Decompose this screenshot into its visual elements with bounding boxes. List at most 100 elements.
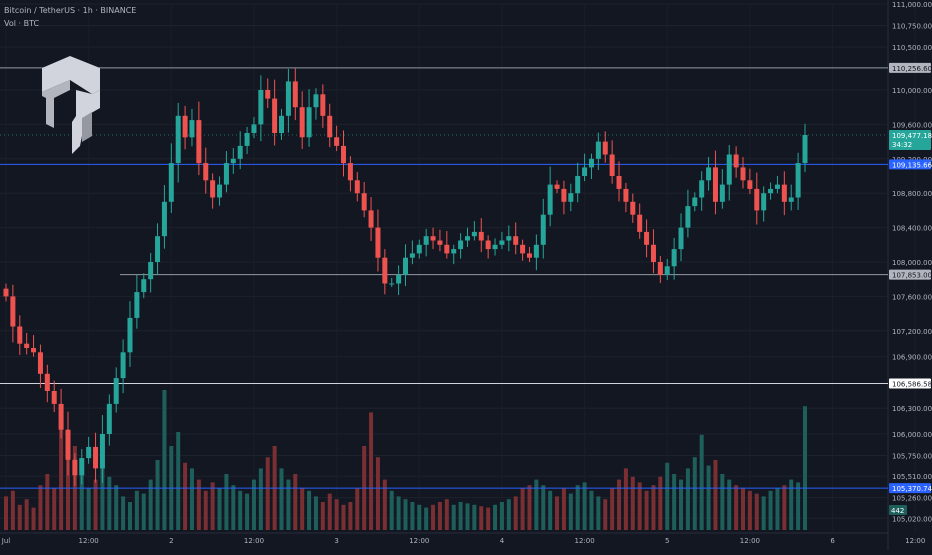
level-price-label-box: [889, 269, 931, 280]
price-labels: 110,256.60 109,135.66 107,853.00 106,586.58…: [889, 62, 932, 515]
volume-bar: [437, 502, 442, 530]
level-price-label: 110,256.60: [892, 65, 932, 73]
price-tick-label: 111,000.00: [892, 1, 932, 9]
candle-body: [657, 262, 663, 275]
price-tick-label: 108,800.00: [892, 190, 932, 198]
candle-body: [768, 188, 774, 194]
candle-body: [747, 180, 753, 189]
volume-bar: [796, 482, 801, 530]
volume-bar: [176, 432, 181, 530]
volume-bar: [692, 457, 697, 530]
volume-bar: [45, 474, 50, 530]
candle-body: [182, 115, 188, 138]
volume-bar: [479, 506, 484, 530]
price-tick-label: 108,000.00: [892, 259, 932, 267]
candle-body: [623, 188, 629, 202]
candle-body: [719, 184, 725, 202]
candle-body: [540, 214, 546, 245]
volume-bar: [520, 488, 525, 530]
volume-bar: [10, 490, 15, 530]
volume-bar: [803, 406, 807, 530]
price-tick-label: 106,900.00: [892, 354, 932, 362]
candle-body: [306, 107, 312, 138]
candle-body: [637, 214, 643, 232]
price-tick-label: 105,020.00: [892, 515, 932, 523]
volume-bar: [17, 504, 22, 530]
level-price-label: 109,135.66: [892, 161, 932, 169]
candle-body: [65, 429, 71, 460]
volume-bar: [575, 485, 580, 530]
candle-body: [210, 180, 216, 198]
volume-bar: [720, 474, 725, 530]
candle-body: [616, 176, 622, 189]
volume-bar: [617, 479, 622, 530]
candle-body: [568, 193, 574, 202]
volume-bar: [775, 488, 780, 530]
candle-body: [499, 240, 505, 245]
candle-body: [203, 163, 209, 181]
last-price-box: [889, 129, 931, 150]
candle-body: [299, 107, 305, 138]
volume-value-label: 442: [891, 507, 904, 515]
candle-body: [265, 90, 271, 99]
volume-title: Vol · BTC: [4, 19, 40, 28]
candle-body: [175, 115, 181, 164]
candle-body: [347, 163, 353, 181]
volume-bar: [410, 502, 415, 530]
candle-body: [86, 446, 92, 459]
candle-body: [409, 253, 415, 258]
price-tick-label: 105,750.00: [892, 453, 932, 461]
volume-bar: [24, 499, 29, 530]
candle-body: [258, 90, 264, 125]
volume-bar: [727, 479, 732, 530]
volume-bar: [334, 499, 339, 530]
volume-bar: [203, 490, 208, 530]
volume-bar: [148, 479, 153, 530]
volume-bar: [789, 479, 794, 530]
price-tick-label: 109,600.00: [892, 121, 932, 129]
volume-bar: [513, 496, 518, 530]
candle-body: [403, 257, 408, 275]
volume-bar: [630, 476, 635, 530]
candle-body: [464, 236, 470, 241]
time-tick-label: 12:00: [409, 537, 429, 545]
candle-body: [37, 352, 43, 374]
candle-body: [699, 180, 705, 198]
candle-body: [706, 167, 712, 181]
volume-bar: [486, 507, 491, 530]
candle-body: [161, 201, 167, 237]
candle-body: [196, 120, 202, 164]
candle-body: [712, 167, 718, 202]
volume-bar: [699, 434, 704, 530]
time-tick-label: 12:00: [244, 537, 264, 545]
volume-bar: [465, 503, 470, 530]
volume-bar: [52, 488, 57, 530]
candle-body: [664, 266, 670, 275]
candle-body: [678, 227, 684, 250]
candle-body: [168, 163, 174, 202]
time-tick-label: 12:00: [905, 537, 925, 545]
last-price-countdown: 34:32: [892, 141, 912, 149]
candle-body: [31, 348, 37, 353]
candle-body: [430, 236, 436, 241]
volume-bar: [245, 493, 250, 530]
volume-bar: [231, 485, 236, 530]
candle-body: [79, 458, 85, 476]
candle-body: [368, 210, 374, 228]
candle-body: [513, 236, 519, 245]
candle-body: [685, 206, 691, 228]
candle-body: [292, 81, 298, 108]
volume-bar: [761, 496, 766, 530]
volume-bar: [685, 468, 690, 530]
volume-bar: [121, 496, 126, 530]
candle-body: [630, 201, 636, 215]
price-tick-label: 106,300.00: [892, 405, 932, 413]
candle-body: [217, 184, 223, 198]
volume-bar: [38, 485, 43, 530]
candle-body: [106, 403, 112, 434]
volume-bar: [417, 504, 422, 530]
candle-body: [416, 244, 422, 254]
volume-bar: [59, 423, 64, 530]
